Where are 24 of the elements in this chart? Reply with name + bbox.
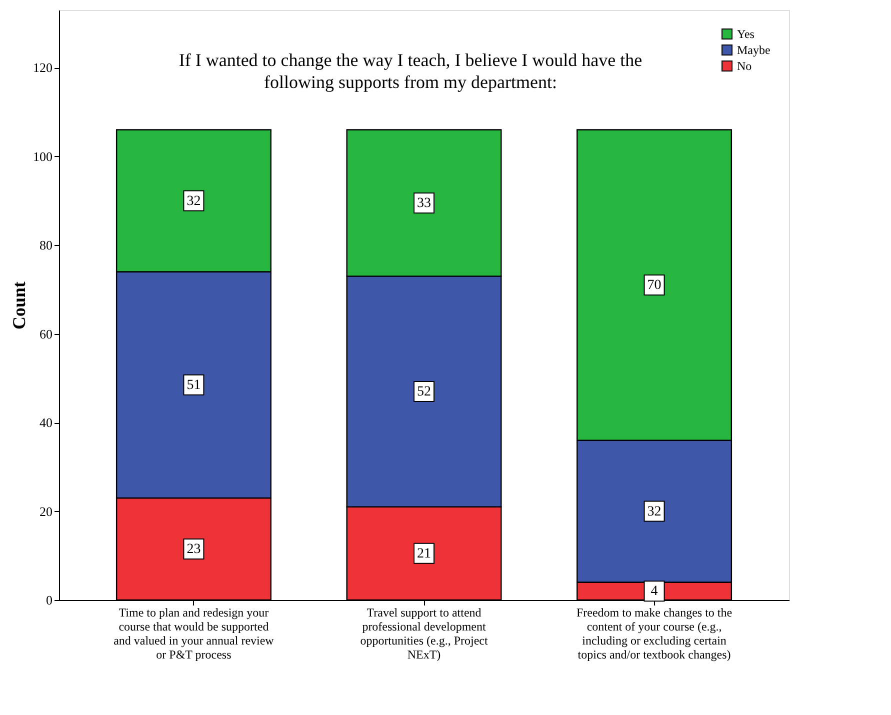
y-tick-label: 100 (33, 148, 52, 164)
data-label: 51 (186, 378, 201, 393)
data-label: 21 (417, 546, 431, 562)
y-tick-label: 80 (40, 238, 52, 253)
y-tick-label: 60 (40, 326, 52, 342)
legend-label: No (737, 59, 752, 73)
data-label: 52 (417, 384, 431, 400)
y-tick-label: 0 (46, 592, 52, 608)
y-tick-label: 120 (33, 60, 52, 76)
text: If I wanted to change the way I teach, I believe I would have the following supports from my department: (178, 50, 642, 92)
data-label: 32 (186, 194, 201, 209)
data-label: 70 (647, 278, 662, 294)
y-axis-title: Count (9, 281, 29, 330)
x-tick-label: Time to plan and redesign your course that would be supported and valued in your annual review or P&T process (114, 606, 274, 662)
data-label: 23 (186, 542, 201, 557)
x-tick-label: Freedom to make changes to the content of your course (e.g., including or excluding certain topics and/or textbook changes) (576, 606, 732, 662)
data-label: 32 (647, 504, 662, 520)
legend-label: Yes (737, 27, 755, 41)
y-tick-label: 40 (40, 415, 52, 430)
data-label: 33 (417, 196, 431, 211)
y-tick-label: 20 (40, 504, 52, 519)
x-tick-label: Travel support to attend professional development opportunities (e.g., Project NExT) (360, 606, 488, 662)
legend-label: Maybe (737, 43, 770, 57)
data-label: 4 (650, 584, 658, 600)
